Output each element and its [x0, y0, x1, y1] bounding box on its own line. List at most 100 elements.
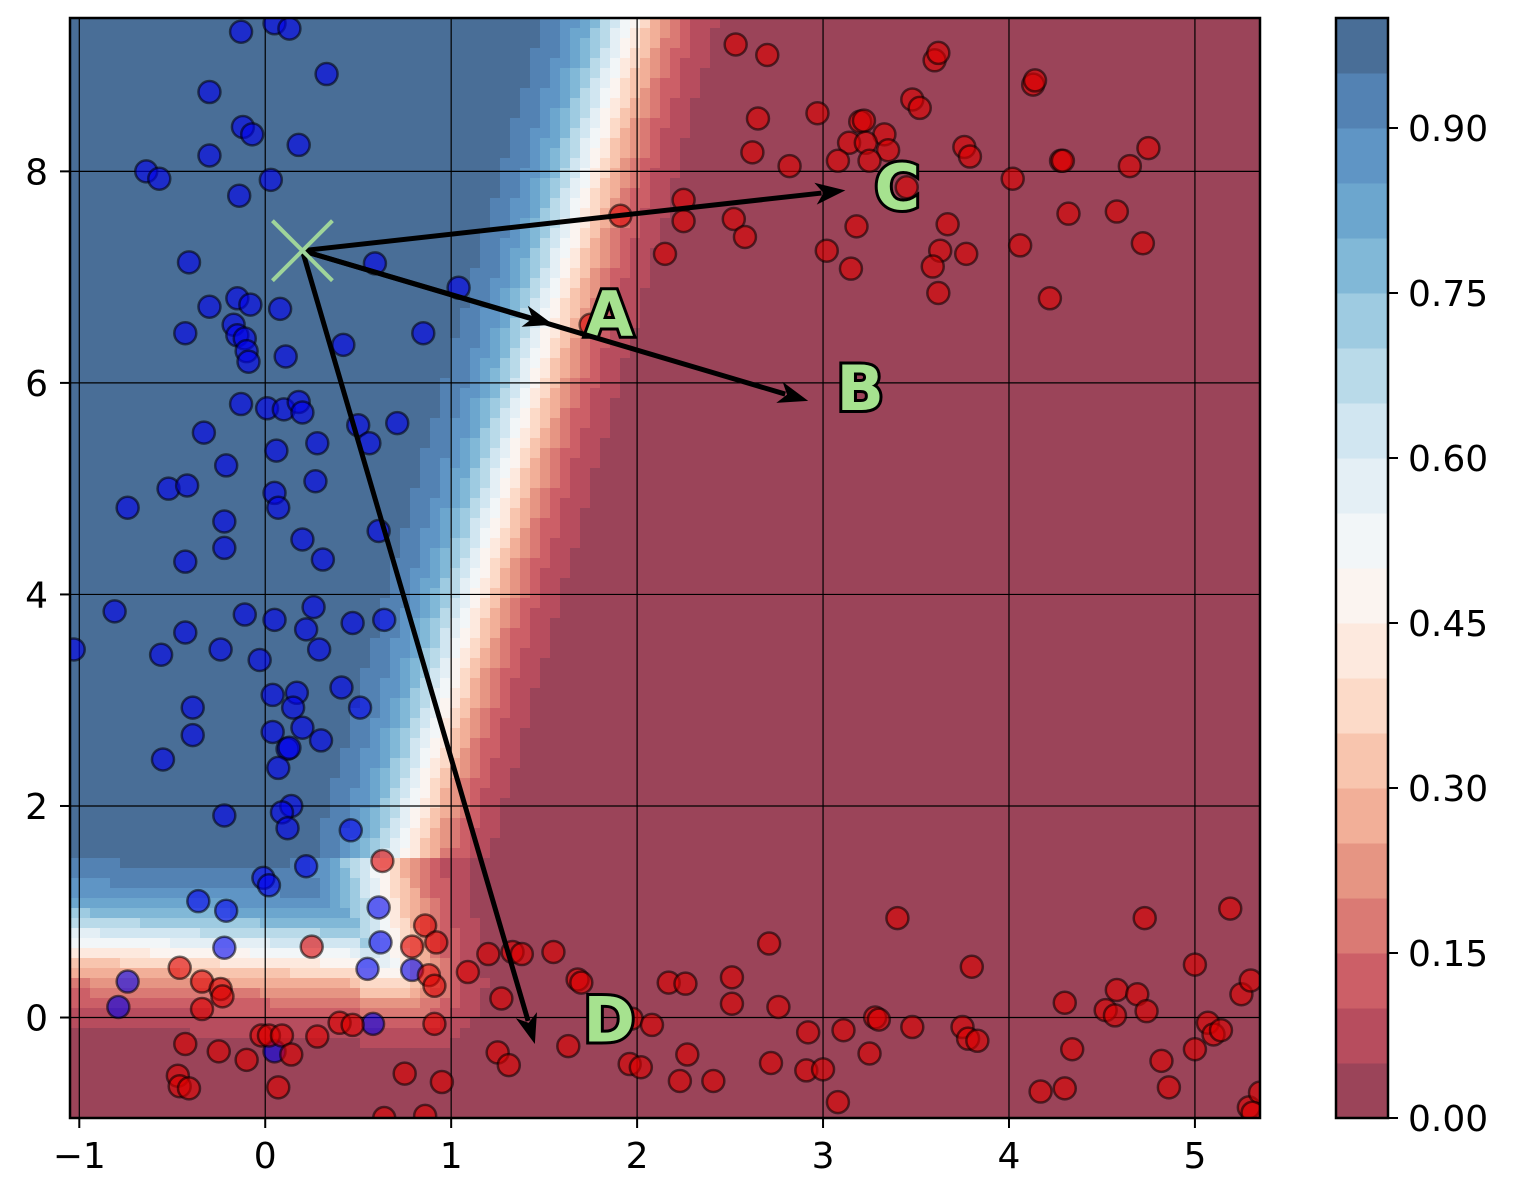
- surface-cell: [190, 658, 201, 669]
- surface-cell: [340, 448, 351, 459]
- surface-cell: [290, 508, 301, 519]
- surface-cell: [70, 538, 81, 549]
- surface-cell: [510, 1018, 521, 1029]
- surface-cell: [280, 838, 291, 849]
- surface-cell: [330, 728, 341, 739]
- surface-cell: [180, 538, 191, 549]
- surface-cell: [170, 258, 181, 269]
- surface-cell: [80, 308, 91, 319]
- surface-cell: [440, 48, 451, 59]
- surface-cell: [430, 648, 441, 659]
- surface-cell: [210, 68, 221, 79]
- surface-cell: [70, 318, 81, 329]
- surface-cell: [410, 848, 421, 859]
- surface-cell: [190, 578, 201, 589]
- surface-cell: [460, 928, 471, 939]
- surface-cell: [400, 98, 411, 109]
- surface-cell: [130, 648, 141, 659]
- surface-cell: [200, 18, 211, 29]
- surface-cell: [80, 278, 91, 289]
- surface-cell: [310, 748, 321, 759]
- surface-cell: [380, 708, 391, 719]
- surface-cell: [290, 268, 301, 279]
- surface-cell: [230, 588, 241, 599]
- surface-cell: [450, 848, 461, 859]
- surface-cell: [270, 998, 281, 1009]
- surface-cell: [240, 468, 251, 479]
- surface-cell: [190, 308, 201, 319]
- surface-cell: [410, 868, 421, 879]
- surface-cell: [450, 1058, 461, 1069]
- surface-cell: [290, 918, 301, 929]
- surface-cell: [270, 248, 281, 259]
- surface-cell: [430, 1048, 441, 1059]
- surface-cell: [510, 18, 521, 29]
- surface-cell: [130, 988, 141, 999]
- surface-cell: [480, 1018, 491, 1029]
- surface-cell: [230, 1008, 241, 1019]
- surface-cell: [110, 318, 121, 329]
- surface-cell: [420, 298, 431, 309]
- surface-cell: [420, 558, 431, 569]
- surface-cell: [170, 578, 181, 589]
- surface-cell: [310, 1068, 321, 1079]
- surface-cell: [180, 118, 191, 129]
- surface-cell: [490, 158, 501, 169]
- surface-cell: [310, 1108, 321, 1118]
- surface-cell: [140, 138, 151, 149]
- surface-cell: [80, 1068, 91, 1079]
- surface-cell: [320, 158, 331, 169]
- surface-cell: [140, 448, 151, 459]
- surface-cell: [500, 688, 511, 699]
- surface-cell: [310, 148, 321, 159]
- surface-cell: [330, 368, 341, 379]
- surface-cell: [140, 528, 151, 539]
- surface-cell: [120, 48, 131, 59]
- surface-cell: [470, 1008, 481, 1019]
- surface-cell: [300, 648, 311, 659]
- surface-cell: [140, 88, 151, 99]
- surface-cell: [130, 1008, 141, 1019]
- surface-cell: [400, 208, 411, 219]
- surface-cell: [300, 278, 311, 289]
- surface-cell: [90, 398, 101, 409]
- surface-cell: [340, 78, 351, 89]
- surface-cell: [370, 1048, 381, 1059]
- surface-cell: [410, 438, 421, 449]
- surface-cell: [330, 258, 341, 269]
- surface-cell: [340, 28, 351, 39]
- surface-cell: [490, 888, 501, 899]
- surface-cell: [360, 1058, 371, 1069]
- surface-cell: [90, 368, 101, 379]
- surface-cell: [120, 1058, 131, 1069]
- surface-cell: [490, 1088, 501, 1099]
- surface-cell: [220, 198, 231, 209]
- surface-cell: [150, 278, 161, 289]
- surface-cell: [90, 628, 101, 639]
- surface-cell: [230, 558, 241, 569]
- surface-cell: [520, 18, 531, 29]
- surface-cell: [400, 568, 411, 579]
- surface-cell: [400, 48, 411, 59]
- surface-cell: [80, 68, 91, 79]
- surface-cell: [440, 768, 451, 779]
- surface-cell: [310, 908, 321, 919]
- surface-cell: [110, 568, 121, 579]
- surface-cell: [450, 188, 461, 199]
- surface-cell: [360, 28, 371, 39]
- surface-cell: [230, 48, 241, 59]
- surface-cell: [160, 988, 171, 999]
- surface-cell: [480, 268, 491, 279]
- surface-cell: [160, 88, 171, 99]
- surface-cell: [410, 508, 421, 519]
- surface-cell: [490, 208, 501, 219]
- surface-cell: [470, 428, 481, 439]
- surface-cell: [120, 908, 131, 919]
- surface-cell: [430, 178, 441, 189]
- surface-cell: [500, 808, 511, 819]
- surface-cell: [320, 208, 331, 219]
- surface-cell: [400, 788, 411, 799]
- surface-cell: [190, 98, 201, 109]
- surface-cell: [100, 148, 111, 159]
- surface-cell: [450, 308, 461, 319]
